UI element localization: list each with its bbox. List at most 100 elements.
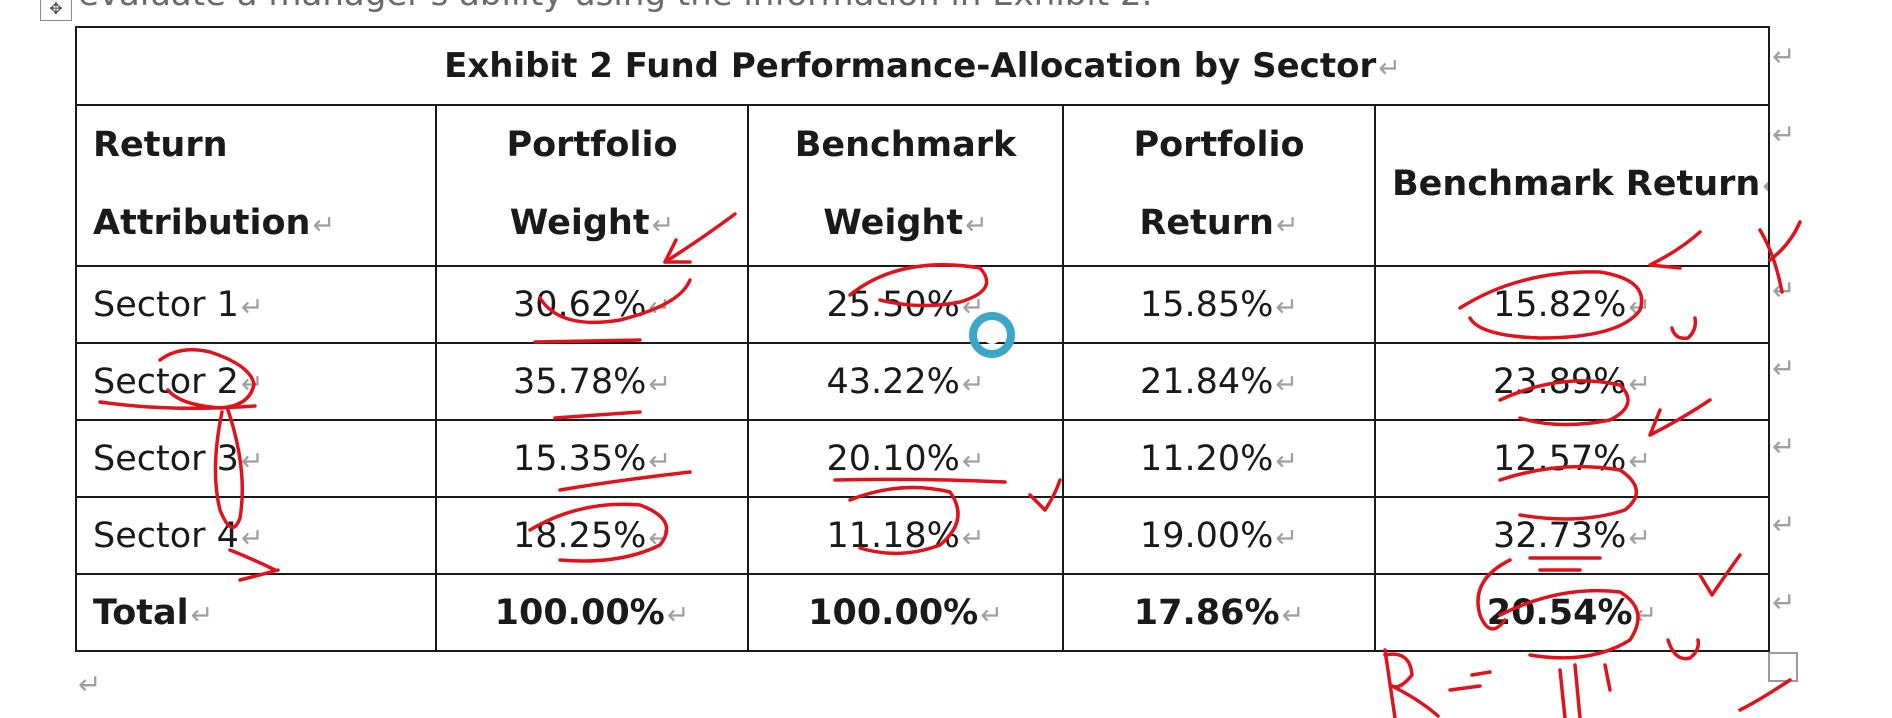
cell-text: 21.84% [1139,361,1274,402]
cell-end-mark: ↵ [648,522,672,554]
table-row: Sector 2↵ 35.78%↵ 43.22%↵ 21.84%↵ 23.89%… [75,342,1770,421]
table-cell[interactable]: 43.22%↵ [747,342,1064,421]
table-cell[interactable]: 15.82%↵ [1374,265,1770,344]
cell-end-mark: ↵ [961,522,985,554]
cell-text: 20.54% [1486,592,1633,633]
row-end-mark: ↵ [1772,508,1796,541]
header-line: Portfolio [1133,125,1305,165]
cell-end-mark: ↵ [1275,210,1299,241]
header-cell[interactable]: Portfolio Weight↵ [435,104,749,267]
header-cell[interactable]: Benchmark Return↵ [1374,104,1770,267]
cell-end-mark: ↵ [240,522,264,554]
cell-text: 15.35% [512,438,647,479]
cell-end-mark: ↵ [965,210,988,241]
cell-end-mark: ↵ [961,445,985,477]
table-row: Sector 3↵ 15.35%↵ 20.10%↵ 11.20%↵ 12.57%… [75,419,1770,498]
cell-text: 100.00% [808,592,979,633]
table-cell[interactable]: Sector 1↵ [75,265,437,344]
table-title: Exhibit 2 Fund Performance-Allocation by… [444,46,1377,86]
cell-end-mark: ↵ [1275,368,1299,400]
table-cell[interactable]: 32.73%↵ [1374,496,1770,575]
cell-text: 20.10% [826,438,960,479]
header-cell[interactable]: Return Attribution↵ [75,104,437,267]
header-line: Benchmark Return [1392,164,1761,204]
cell-text: 11.18% [826,515,960,556]
header-cell[interactable]: Portfolio Return↵ [1062,104,1376,267]
table-cell[interactable]: 25.50%↵ [747,265,1064,344]
table-cell[interactable]: 19.00%↵ [1062,496,1376,575]
cell-end-mark: ↵ [1628,291,1652,323]
cell-text: 12.57% [1492,438,1627,479]
cell-end-mark: ↵ [240,368,264,400]
row-end-mark: ↵ [1772,352,1796,385]
header-line: Attribution [93,203,311,243]
table-cell[interactable]: Total↵ [75,573,437,652]
cell-text: Sector 4 [93,515,239,556]
ink-formula-stroke [1558,663,1582,718]
cell-text: 35.78% [512,361,647,402]
table-cell[interactable]: 11.18%↵ [747,496,1064,575]
table-total-row: Total↵ 100.00%↵ 100.00%↵ 17.86%↵ 20.54%↵ [75,573,1770,652]
cell-text: 100.00% [494,592,665,633]
cell-text: 17.86% [1133,592,1280,633]
table-cell[interactable]: Sector 2↵ [75,342,437,421]
row-end-mark: ↵ [1772,586,1796,619]
header-line: Benchmark [794,125,1017,165]
table-cell[interactable]: 17.86%↵ [1062,573,1376,652]
table-cell[interactable]: 100.00%↵ [435,573,749,652]
cell-text: Sector 3 [93,438,239,479]
cell-end-mark: ↵ [1378,53,1401,84]
header-line: Portfolio [506,125,678,165]
table-cell[interactable]: 15.85%↵ [1062,265,1376,344]
ink-formula-stroke [1448,670,1492,692]
cell-end-mark: ↵ [648,445,672,477]
cell-end-mark: ↵ [1762,171,1767,202]
exhibit-table: Exhibit 2 Fund Performance-Allocation by… [75,26,1770,652]
table-row: Sector 1↵ 30.62%↵ 25.50%↵ 15.85%↵ 15.82%… [75,265,1770,344]
table-cell[interactable]: 21.84%↵ [1062,342,1376,421]
cell-text: 15.85% [1139,284,1274,325]
header-cell[interactable]: Benchmark Weight↵ [747,104,1064,267]
table-resize-handle[interactable] [1768,652,1798,682]
table-move-handle[interactable]: ✥ [40,0,72,21]
cell-end-mark: ↵ [651,210,675,241]
cell-text: 23.89% [1492,361,1627,402]
cell-text: Sector 2 [93,361,239,402]
table-title-row: Exhibit 2 Fund Performance-Allocation by… [75,26,1770,106]
cutoff-question-text: evaluate a manager's ability using the i… [78,0,1152,14]
cell-text: 18.25% [512,515,647,556]
table-cell[interactable]: Sector 3↵ [75,419,437,498]
row-end-mark: ↵ [1772,118,1796,151]
table-cell[interactable]: 30.62%↵ [435,265,749,344]
table-cell[interactable]: 20.10%↵ [747,419,1064,498]
cell-end-mark: ↵ [240,445,264,477]
table-cell[interactable]: Sector 4↵ [75,496,437,575]
table-cell[interactable]: 15.35%↵ [435,419,749,498]
cell-text: 25.50% [826,284,960,325]
row-end-mark: ↵ [1772,40,1796,73]
ink-formula-stroke [1603,663,1612,692]
table-cell[interactable]: 35.78%↵ [435,342,749,421]
table-cell[interactable]: 12.57%↵ [1374,419,1770,498]
table-cell[interactable]: 18.25%↵ [435,496,749,575]
cell-end-mark: ↵ [648,368,672,400]
header-line: Weight [823,203,964,243]
cell-end-mark: ↵ [961,368,985,400]
table-cell[interactable]: 23.89%↵ [1374,342,1770,421]
cell-text: 15.82% [1492,284,1627,325]
cell-end-mark: ↵ [1275,522,1299,554]
table-title-cell[interactable]: Exhibit 2 Fund Performance-Allocation by… [75,26,1770,106]
paragraph-mark: ↵ [78,668,102,701]
cell-end-mark: ↵ [980,599,1003,631]
cell-text: Total [93,592,189,633]
ink-formula-stroke [1383,648,1440,718]
cell-end-mark: ↵ [648,291,672,323]
table-cell[interactable]: 20.54%↵ [1374,573,1770,652]
cell-text: 43.22% [826,361,960,402]
row-end-mark: ↵ [1772,274,1796,307]
table-cell[interactable]: 100.00%↵ [747,573,1064,652]
cell-text: 11.20% [1139,438,1274,479]
cell-end-mark: ↵ [1628,522,1652,554]
table-cell[interactable]: 11.20%↵ [1062,419,1376,498]
header-line: Weight [509,203,650,243]
